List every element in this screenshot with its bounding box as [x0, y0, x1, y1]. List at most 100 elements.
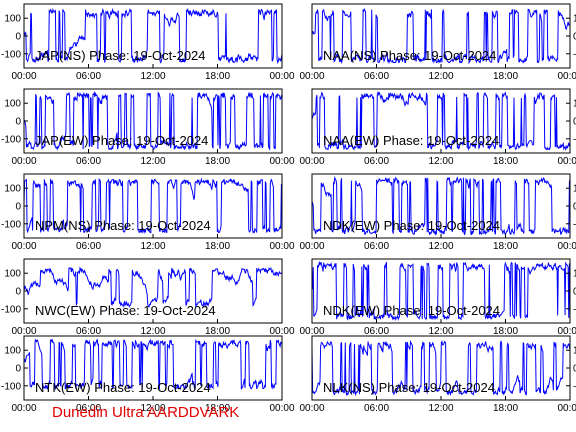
series-line — [23, 7, 283, 65]
chart-panel: 00:00 06:00 12:00 18:00 00:00 -100 0 100 NAA(EW)… — [299, 88, 576, 167]
y-tick-label: -100 — [1, 381, 21, 392]
chart-title: NAA(EW) Phase: 19-Oct-2024 — [323, 133, 499, 148]
x-tick-label: 18:00 — [493, 71, 518, 82]
x-tick-label: 12:00 — [140, 241, 165, 252]
y-tick-label: 100 — [573, 99, 576, 110]
x-tick-label: 18:00 — [493, 403, 518, 414]
x-tick-label: 18:00 — [493, 241, 518, 252]
y-tick-label: 100 — [573, 14, 576, 25]
y-tick-label: 100 — [573, 346, 576, 357]
x-tick-label: 00:00 — [299, 71, 324, 82]
chart-panel: 00:00 06:00 12:00 18:00 00:00 -100 0 100 JAP(NS)… — [1, 3, 295, 82]
x-tick-label: 12:00 — [428, 71, 453, 82]
x-tick-label: 00:00 — [557, 326, 576, 337]
chart-panel: 00:00 06:00 12:00 18:00 00:00 -100 0 100 NLK(NS)… — [299, 335, 576, 414]
y-tick-label: 0 — [15, 364, 21, 375]
series-line — [23, 338, 283, 391]
x-tick-label: 06:00 — [364, 403, 389, 414]
x-tick-label: 18:00 — [205, 71, 230, 82]
y-tick-label: -100 — [1, 304, 21, 315]
chart-panel: 00:00 06:00 12:00 18:00 00:00 -100 0 100 NDK(EW)… — [299, 258, 576, 337]
y-tick-label: 0 — [573, 287, 576, 298]
y-tick-label: 0 — [573, 202, 576, 213]
chart-title: NDK(EW) Phase: 19-Oct-2024 — [323, 303, 500, 318]
chart-title: NLK(NS) Phase: 19-Oct-2024 — [323, 380, 495, 395]
chart-panel: 00:00 06:00 12:00 18:00 00:00 -100 0 100 NPM(NS)… — [1, 173, 295, 252]
y-tick-label: 0 — [15, 202, 21, 213]
y-tick-label: 0 — [15, 287, 21, 298]
x-tick-label: 12:00 — [140, 326, 165, 337]
x-tick-label: 00:00 — [269, 241, 294, 252]
x-tick-label: 00:00 — [11, 326, 36, 337]
x-tick-label: 00:00 — [299, 241, 324, 252]
series-line — [23, 90, 283, 151]
chart-panel: 00:00 06:00 12:00 18:00 00:00 -100 0 100 NAA(NS)… — [299, 3, 576, 82]
x-tick-label: 00:00 — [269, 326, 294, 337]
y-tick-label: -100 — [573, 49, 576, 60]
y-tick-label: 100 — [4, 346, 21, 357]
series-line — [311, 8, 571, 65]
x-tick-label: 12:00 — [428, 241, 453, 252]
y-tick-label: -100 — [1, 134, 21, 145]
series-line — [23, 266, 283, 309]
x-tick-label: 18:00 — [205, 241, 230, 252]
x-tick-label: 06:00 — [364, 71, 389, 82]
x-tick-label: 12:00 — [428, 156, 453, 167]
y-tick-label: -100 — [1, 49, 21, 60]
x-tick-label: 00:00 — [269, 156, 294, 167]
y-tick-label: 0 — [573, 364, 576, 375]
series-line — [23, 177, 283, 234]
y-tick-label: 100 — [4, 184, 21, 195]
x-tick-label: 06:00 — [76, 326, 101, 337]
y-tick-label: 100 — [4, 99, 21, 110]
x-tick-label: 12:00 — [140, 403, 165, 414]
chart-panel: 00:00 06:00 12:00 18:00 00:00 -100 0 100 NTK(EW)… — [1, 335, 295, 414]
y-tick-label: 100 — [573, 184, 576, 195]
footer-label: Dunedin Ultra AARDDVARK — [52, 404, 240, 421]
x-tick-label: 06:00 — [364, 156, 389, 167]
chart-title: NWC(EW) Phase: 19-Oct-2024 — [35, 303, 216, 318]
x-tick-label: 18:00 — [493, 156, 518, 167]
y-tick-label: 100 — [573, 269, 576, 280]
series-line — [311, 175, 571, 236]
x-tick-label: 06:00 — [76, 403, 101, 414]
x-tick-label: 00:00 — [557, 156, 576, 167]
y-tick-label: 0 — [573, 117, 576, 128]
x-tick-label: 00:00 — [11, 403, 36, 414]
x-tick-label: 18:00 — [493, 326, 518, 337]
x-tick-label: 00:00 — [299, 403, 324, 414]
x-tick-label: 00:00 — [557, 241, 576, 252]
x-tick-label: 18:00 — [205, 326, 230, 337]
x-tick-label: 00:00 — [11, 156, 36, 167]
y-tick-label: 0 — [573, 32, 576, 43]
x-tick-label: 12:00 — [140, 71, 165, 82]
y-tick-label: 0 — [15, 117, 21, 128]
y-tick-label: 0 — [15, 32, 21, 43]
chart-panel: 00:00 06:00 12:00 18:00 00:00 -100 0 100 NWC(EW)… — [1, 258, 295, 337]
x-tick-label: 12:00 — [140, 156, 165, 167]
x-tick-label: 18:00 — [205, 156, 230, 167]
x-tick-label: 00:00 — [557, 71, 576, 82]
chart-title: NAA(NS) Phase: 19-Oct-2024 — [323, 48, 496, 63]
series-line — [311, 90, 571, 151]
y-tick-label: -100 — [573, 381, 576, 392]
chart-title: JAP(EW) Phase: 19-Oct-2024 — [35, 133, 208, 148]
x-tick-label: 00:00 — [299, 326, 324, 337]
chart-title: JAP(NS) Phase: 19-Oct-2024 — [35, 48, 206, 63]
y-tick-label: 100 — [4, 14, 21, 25]
chart-title: NTK(EW) Phase: 19-Oct-2024 — [35, 380, 211, 395]
x-tick-label: 00:00 — [299, 156, 324, 167]
series-line — [311, 339, 571, 397]
y-tick-label: -100 — [1, 219, 21, 230]
x-tick-label: 00:00 — [557, 403, 576, 414]
y-tick-label: -100 — [573, 134, 576, 145]
x-tick-label: 00:00 — [269, 71, 294, 82]
chart-panel: 00:00 06:00 12:00 18:00 00:00 -100 0 100 NDK(EW)… — [299, 173, 576, 252]
series-line — [311, 260, 571, 322]
y-tick-label: -100 — [573, 219, 576, 230]
y-tick-label: 100 — [4, 269, 21, 280]
x-tick-label: 06:00 — [364, 326, 389, 337]
chart-title: NDK(EW) Phase: 19-Oct-2024 — [323, 218, 500, 233]
x-tick-label: 06:00 — [76, 241, 101, 252]
